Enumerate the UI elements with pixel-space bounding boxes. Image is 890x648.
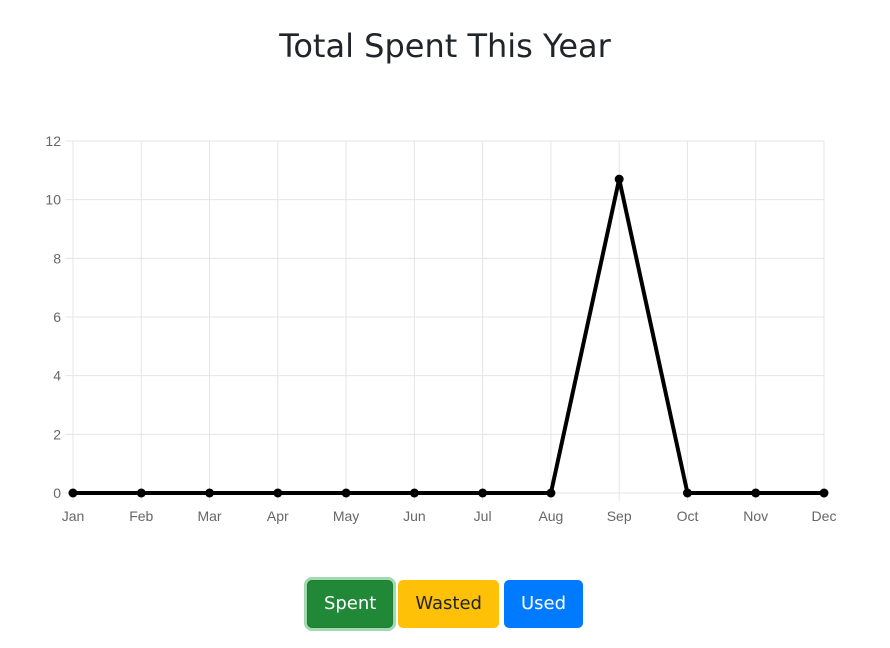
data-point [751,488,761,498]
x-tick-label: Feb [129,508,153,524]
y-tick-label: 12 [45,133,61,149]
y-tick-label: 2 [53,426,61,442]
data-point [682,488,692,498]
data-point [205,488,215,498]
line-chart: 0 2 4 6 8 10 12 Jan Feb Mar Apr May Jun Jul Aug Sep Oct… [45,133,837,524]
y-tick-label: 6 [53,309,61,325]
x-tick-label: Nov [743,508,768,524]
x-tick-label: Sep [607,508,632,524]
data-point [478,488,488,498]
spent-button[interactable]: Spent [306,580,394,628]
x-tick-label: Oct [677,508,699,524]
x-tick-label: Apr [267,508,289,524]
data-point [273,488,283,498]
data-point [409,488,419,498]
y-tick-label: 4 [53,368,61,384]
x-tick-label: Mar [197,508,221,524]
series-line [73,178,824,495]
wasted-button[interactable]: Wasted [398,580,499,628]
data-point [819,488,829,498]
data-point [68,488,78,498]
chart-series [68,174,829,498]
x-tick-label: Jun [403,508,426,524]
chart-grid [65,140,825,501]
used-button[interactable]: Used [503,580,584,628]
x-tick-label: May [333,508,359,524]
x-tick-label: Jan [62,508,85,524]
x-tick-label: Aug [538,508,563,524]
data-point [546,488,556,498]
y-tick-label: 10 [45,192,61,208]
view-toggle-group: Spent Wasted Used [0,580,890,628]
x-tick-label: Jul [474,508,492,524]
data-point [136,488,146,498]
page-title: Total Spent This Year [279,27,611,65]
x-tick-label: Dec [812,508,837,524]
y-axis-ticks: 0 2 4 6 8 10 12 [45,133,61,501]
y-tick-label: 0 [53,485,61,501]
data-point [341,488,351,498]
data-point [614,174,624,184]
y-tick-label: 8 [53,250,61,266]
x-axis-ticks: Jan Feb Mar Apr May Jun Jul Aug Sep Oct Nov Dec [62,508,837,524]
